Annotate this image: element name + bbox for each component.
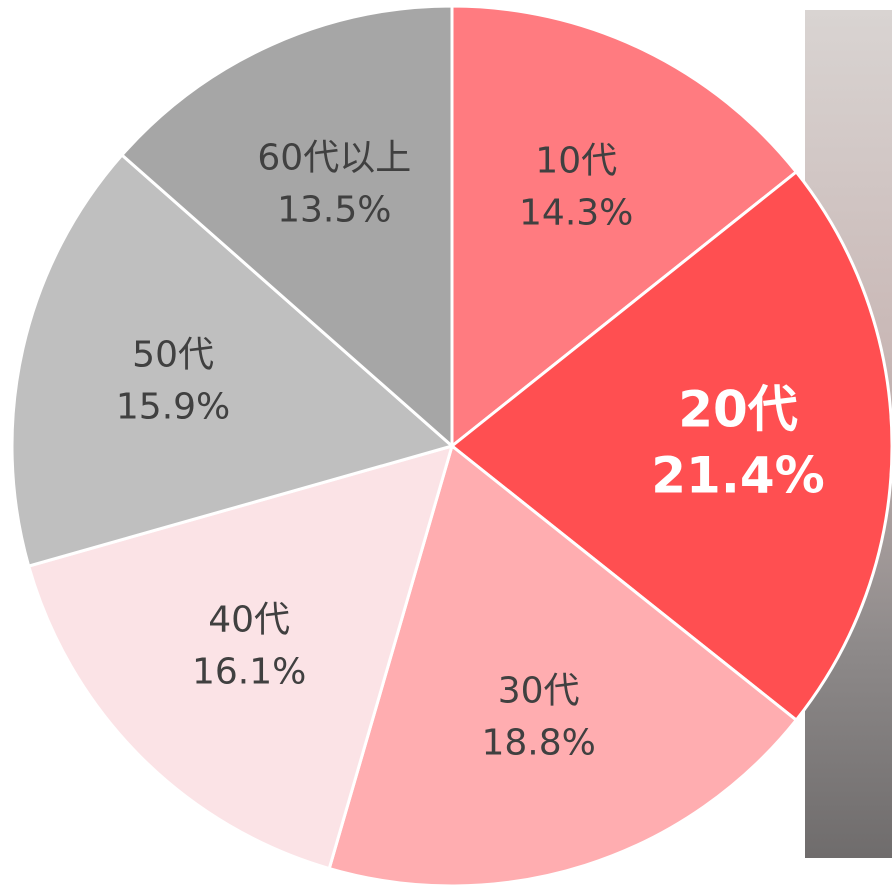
slice-category-label: 40代: [208, 600, 290, 641]
page: 10代 14.3% 20代 21.4% 30代 18.8% 40代 16.1% 50代 15.9%…: [0, 0, 892, 889]
pie-chart: 10代 14.3% 20代 21.4% 30代 18.8% 40代 16.1% 50代 15.9%…: [12, 6, 892, 886]
slice-category-label: 10代: [535, 140, 617, 181]
slice-value-label: 13.5%: [277, 189, 391, 230]
slice-value-label: 14.3%: [519, 192, 633, 233]
slice-value-label: 21.4%: [651, 447, 824, 505]
slice-category-label: 30代: [498, 671, 580, 712]
slice-value-label: 18.8%: [481, 723, 595, 764]
slice-category-label: 50代: [132, 335, 214, 376]
slice-category-label: 20代: [678, 381, 798, 439]
slice-value-label: 15.9%: [116, 387, 230, 428]
slice-category-label: 60代以上: [257, 137, 411, 178]
slice-value-label: 16.1%: [192, 652, 306, 693]
